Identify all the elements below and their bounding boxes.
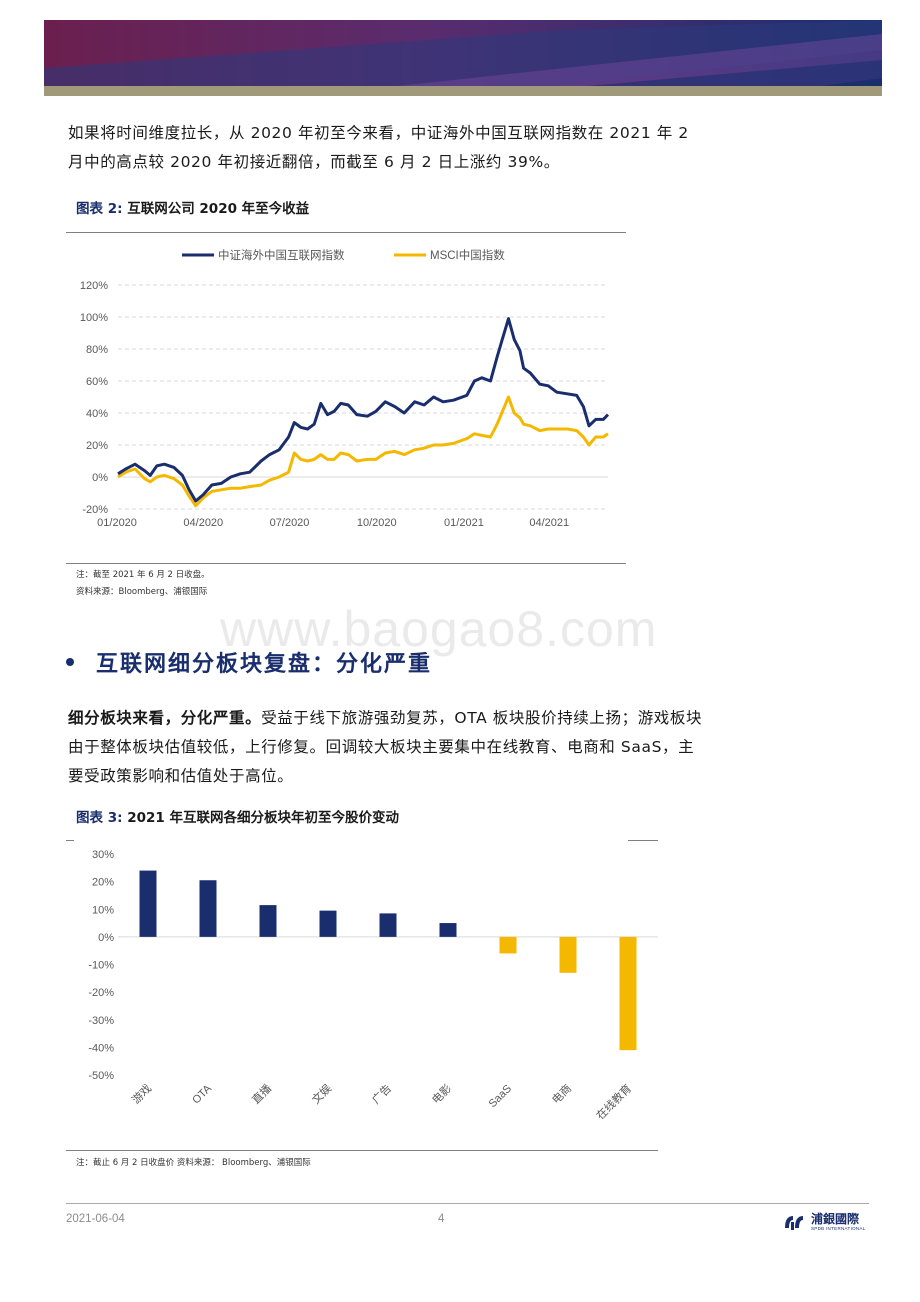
figure3-top-rule-left <box>66 840 74 841</box>
figure3-bottom-rule <box>66 1150 658 1151</box>
y-tick-label: -40% <box>88 1042 114 1054</box>
bar <box>379 913 397 937</box>
figure2-bottom-rule <box>66 563 626 564</box>
footer-date: 2021-06-04 <box>66 1213 125 1225</box>
section-heading: 互联网细分板块复盘：分化严重 <box>66 644 432 680</box>
bar <box>499 936 517 954</box>
x-tick-label: 01/2021 <box>444 517 484 529</box>
y-tick-label: -20% <box>88 987 114 999</box>
x-tick-label: 文娱 <box>309 1081 334 1106</box>
section-title: 互联网细分板块复盘：分化严重 <box>96 652 433 677</box>
y-tick-label: 10% <box>92 904 114 916</box>
x-tick-label: 在线教育 <box>593 1081 634 1122</box>
figure3-note: 注：截止 6 月 2 日收盘价 资料来源： Bloomberg、浦银国际 <box>76 1158 311 1168</box>
x-tick-label: 电影 <box>429 1082 454 1107</box>
x-tick-label: OTA <box>190 1082 214 1106</box>
figure3-title: 图表 3: 2021 年互联网各细分板块年初至今股价变动 <box>76 806 399 826</box>
y-tick-label: -20% <box>82 504 108 516</box>
company-logo: 浦銀國際 SPDB INTERNATIONAL <box>782 1212 866 1232</box>
figure3-label: 图表 3: <box>76 810 123 826</box>
x-tick-label: 07/2020 <box>270 517 310 529</box>
y-tick-label: -50% <box>88 1070 114 1082</box>
bar <box>139 870 157 937</box>
x-tick-label: 10/2020 <box>357 517 397 529</box>
intro-paragraph: 如果将时间维度拉长，从 2020 年初至今来看，中证海外中国互联网指数在 202… <box>68 124 689 171</box>
footer-rule <box>66 1203 869 1204</box>
x-tick-label: 广告 <box>369 1082 394 1107</box>
figure2-title: 图表 2: 互联网公司 2020 年至今收益 <box>76 197 309 217</box>
x-tick-label: SaaS <box>487 1083 515 1111</box>
legend-label: 中证海外中国互联网指数 <box>218 248 345 262</box>
figure3-top-rule-right <box>628 840 658 841</box>
logo-name: 浦銀國際 <box>811 1212 860 1226</box>
header-banner <box>44 20 882 96</box>
y-tick-label: 0% <box>92 472 108 484</box>
y-tick-label: 100% <box>80 312 108 324</box>
figure3-caption: 2021 年互联网各细分板块年初至今股价变动 <box>127 810 399 826</box>
y-tick-label: 40% <box>86 408 108 420</box>
x-tick-label: 电商 <box>549 1081 574 1106</box>
body-paragraph: 细分板块来看，分化严重。受益于线下旅游强劲复苏，OTA 板块股价持续上扬；游戏板… <box>68 704 708 791</box>
legend-label: MSCI中国指数 <box>430 248 505 262</box>
body-paragraph-lead: 细分板块来看，分化严重。 <box>68 709 262 727</box>
y-tick-label: 60% <box>86 376 108 388</box>
x-tick-label: 01/2020 <box>97 517 137 529</box>
figure2-source: 资料来源：Bloomberg、浦银国际 <box>76 587 208 597</box>
x-tick-label: 04/2020 <box>183 517 223 529</box>
body-paragraph-text: 受益于线下旅游强劲复苏，OTA 板块股价持续上扬；游戏板块由于整体板块估值较低，… <box>68 709 703 785</box>
series-line <box>117 395 609 508</box>
bar <box>619 936 637 1051</box>
y-tick-label: 120% <box>80 280 108 292</box>
bar <box>259 905 277 937</box>
bar <box>559 936 577 973</box>
y-tick-label: 20% <box>86 440 108 452</box>
bar-chart: 30% 20% 10% 0% -10% -20% -30% -40% -50% 游戏 OTA 直播 文娱… <box>88 849 658 1122</box>
logo-mark-icon <box>785 1216 803 1230</box>
line-chart: 中证海外中国互联网指数 MSCI中国指数 120% 100% 80% 60% 40% 20% 0… <box>80 248 610 529</box>
y-tick-label: -30% <box>88 1015 114 1027</box>
series-line <box>117 317 610 503</box>
bar <box>199 880 217 937</box>
x-tick-label: 直播 <box>249 1081 274 1106</box>
figure2-caption: 互联网公司 2020 年至今收益 <box>127 201 310 217</box>
figure2-note: 注：截至 2021 年 6 月 2 日收盘。 <box>76 570 210 580</box>
y-tick-label: -10% <box>88 960 114 972</box>
logo-subtitle: SPDB INTERNATIONAL <box>811 1226 866 1231</box>
y-tick-label: 80% <box>86 344 108 356</box>
y-tick-label: 0% <box>98 932 114 944</box>
figure2-top-rule <box>66 232 626 233</box>
bullet-icon <box>66 658 74 666</box>
watermark: www.baogao8.com <box>220 601 658 657</box>
x-tick-label: 游戏 <box>129 1082 154 1107</box>
y-tick-label: 20% <box>92 877 114 889</box>
page-number: 4 <box>438 1213 445 1225</box>
y-tick-label: 30% <box>92 849 114 861</box>
bar <box>439 923 457 937</box>
x-tick-label: 04/2021 <box>529 517 569 529</box>
bar <box>319 910 337 937</box>
figure2-label: 图表 2: <box>76 201 123 217</box>
